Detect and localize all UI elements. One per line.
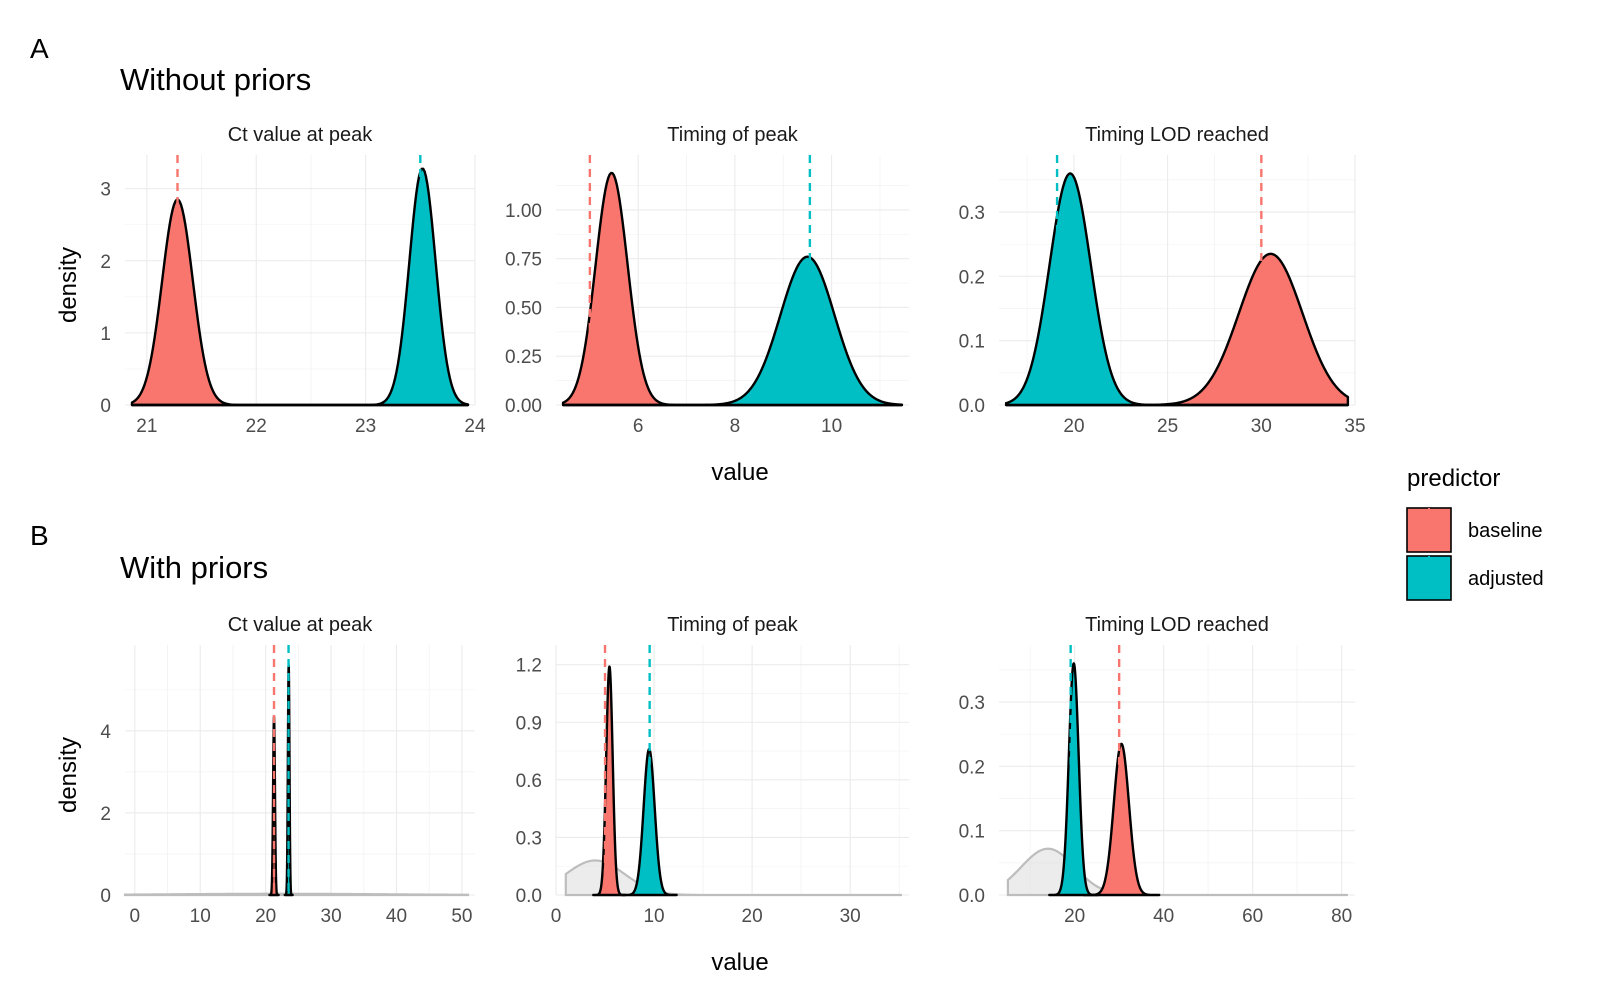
y-tick-label: 0.3 [959,203,985,224]
x-tick-label: 80 [1331,906,1352,927]
panel-b-timing-lod: Timing LOD reached 20 40 60 80 0.0 0.1 0.2 0.3 [959,614,1355,927]
x-tick-label: 40 [386,906,407,927]
x-tick-label: 50 [451,906,472,927]
x-tick-label: 8 [730,416,741,437]
y-tick-label: 0.1 [959,332,985,353]
row-a-ylabel: density [55,247,82,323]
x-tick-label: 22 [246,416,267,437]
y-tick-label: 0 [100,886,111,907]
density-adjusted [1048,662,1100,897]
x-tick-label: 25 [1157,416,1178,437]
row-b-title: With priors [120,550,268,585]
x-tick-label: 23 [355,416,376,437]
legend-label-baseline: baseline [1468,520,1543,542]
y-tick-label: 0.3 [516,828,542,849]
legend-label-adjusted: adjusted [1468,568,1544,590]
x-tick-label: 30 [840,906,861,927]
y-tick-label: 0.0 [516,886,542,907]
x-tick-label: 10 [821,416,842,437]
y-tick-label: 1.2 [516,656,542,677]
panel-title: Timing of peak [667,124,798,146]
y-tick-label: 3 [100,180,111,201]
panel-b-ct-value: Ct value at peak 0 10 20 30 40 50 0 2 4 [100,614,475,927]
x-tick-label: 30 [321,906,342,927]
y-tick-label: 2 [100,804,111,825]
x-tick-label: 20 [255,906,276,927]
prior-density [123,892,470,897]
row-a-title: Without priors [120,62,311,97]
y-tick-label: 0.2 [959,757,985,778]
panel-a-timing-peak: Timing of peak 6 8 10 0.00 0.25 0.50 0.75 1.00 [505,124,909,437]
y-tick-label: 4 [100,722,111,743]
y-tick-label: 0.25 [505,347,542,368]
y-tick-label: 1.00 [505,201,542,222]
panel-title: Timing of peak [667,614,798,636]
row-b-ylabel: density [55,737,82,813]
y-tick-label: 0.9 [516,713,542,734]
row-b-xlabel: value [711,949,768,976]
panel-title: Timing LOD reached [1085,614,1269,636]
y-tick-label: 0.1 [959,822,985,843]
x-tick-label: 21 [136,416,157,437]
x-tick-label: 60 [1242,906,1263,927]
panel-a-timing-lod: Timing LOD reached 20 25 30 35 0.0 0.1 0.2 0.3 [959,124,1366,437]
y-tick-label: 0.00 [505,396,542,417]
row-a-tag: A [30,33,49,64]
x-tick-label: 10 [643,906,664,927]
panel-title: Ct value at peak [228,614,374,636]
x-tick-label: 20 [1064,906,1085,927]
x-tick-label: 20 [742,906,763,927]
x-tick-label: 20 [1063,416,1084,437]
panel-title: Timing LOD reached [1085,124,1269,146]
y-tick-label: 1 [100,324,111,345]
x-tick-label: 35 [1344,416,1365,437]
density-baseline [592,665,627,897]
x-tick-label: 24 [464,416,486,437]
panel-title: Ct value at peak [228,124,374,146]
x-tick-label: 40 [1153,906,1174,927]
x-tick-label: 0 [130,906,141,927]
x-tick-label: 30 [1251,416,1272,437]
y-tick-label: 0.2 [959,267,985,288]
y-tick-label: 0.6 [516,771,542,792]
x-tick-label: 0 [551,906,562,927]
x-tick-label: 6 [633,416,644,437]
y-tick-label: 0.3 [959,693,985,714]
y-tick-label: 0.0 [959,886,985,907]
x-tick-label: 10 [190,906,211,927]
legend-title: predictor [1407,465,1500,492]
legend: predictor baseline adjusted [1406,465,1544,601]
row-a-xlabel: value [711,459,768,486]
y-tick-label: 0.50 [505,298,542,319]
y-tick-label: 0 [100,396,111,417]
row-b-tag: B [30,520,49,551]
y-tick-label: 2 [100,252,111,273]
panel-b-timing-peak: Timing of peak 0 10 20 30 0.0 0.3 0.6 0.9 1.2 [516,614,909,927]
y-tick-label: 0.0 [959,396,985,417]
y-tick-label: 0.75 [505,250,542,271]
